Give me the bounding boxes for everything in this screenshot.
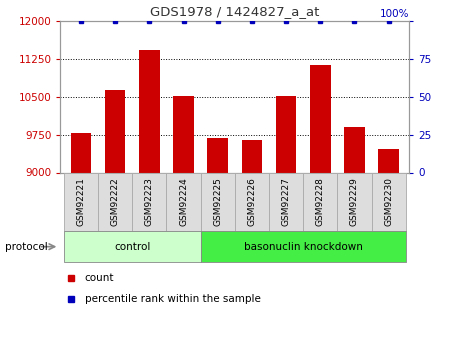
Bar	[207, 138, 228, 172]
Bar	[98, 172, 132, 231]
Bar	[200, 172, 235, 231]
Bar	[303, 172, 338, 231]
Text: 100%: 100%	[380, 9, 409, 19]
Text: basonuclin knockdown: basonuclin knockdown	[244, 242, 363, 252]
Text: percentile rank within the sample: percentile rank within the sample	[85, 294, 261, 304]
Text: GSM92229: GSM92229	[350, 177, 359, 226]
Bar	[139, 50, 159, 172]
Text: protocol: protocol	[5, 242, 47, 252]
Bar	[64, 231, 200, 262]
Bar	[310, 65, 331, 172]
Bar	[166, 172, 200, 231]
Text: GSM92228: GSM92228	[316, 177, 325, 226]
Bar	[338, 172, 372, 231]
Bar	[132, 172, 166, 231]
Bar	[372, 172, 406, 231]
Bar	[200, 231, 406, 262]
Bar	[344, 127, 365, 172]
Text: GSM92227: GSM92227	[282, 177, 291, 226]
Text: GSM92223: GSM92223	[145, 177, 154, 226]
Bar	[71, 132, 91, 172]
Text: GSM92224: GSM92224	[179, 177, 188, 226]
Bar	[269, 172, 303, 231]
Bar	[173, 96, 194, 172]
Title: GDS1978 / 1424827_a_at: GDS1978 / 1424827_a_at	[150, 5, 319, 18]
Text: GSM92221: GSM92221	[76, 177, 86, 226]
Text: GSM92222: GSM92222	[111, 177, 120, 226]
Bar	[242, 140, 262, 172]
Text: count: count	[85, 273, 114, 283]
Bar	[235, 172, 269, 231]
Text: GSM92226: GSM92226	[247, 177, 256, 226]
Text: GSM92225: GSM92225	[213, 177, 222, 226]
Text: GSM92230: GSM92230	[384, 177, 393, 226]
Bar	[64, 172, 98, 231]
Bar	[105, 89, 126, 172]
Bar	[276, 96, 296, 172]
Bar	[379, 149, 399, 172]
Text: control: control	[114, 242, 151, 252]
